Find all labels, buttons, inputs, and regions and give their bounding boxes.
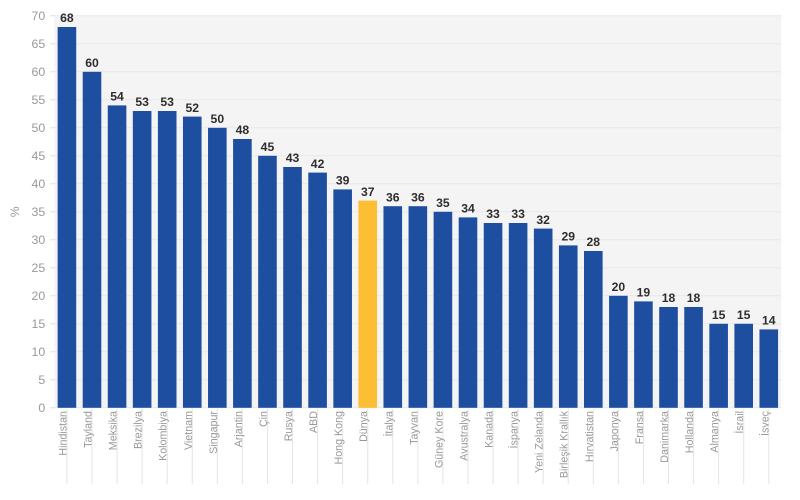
svg-text:33: 33	[511, 207, 525, 221]
svg-text:Güney Kore: Güney Kore	[433, 411, 445, 468]
svg-text:15: 15	[712, 308, 726, 322]
svg-text:İtalya: İtalya	[382, 411, 395, 437]
svg-text:18: 18	[687, 291, 701, 305]
svg-text:33: 33	[486, 207, 500, 221]
svg-text:Tayland: Tayland	[83, 411, 95, 448]
svg-text:36: 36	[411, 190, 425, 204]
svg-text:48: 48	[236, 123, 250, 137]
svg-text:Dünya: Dünya	[358, 411, 370, 442]
svg-text:Brezilya: Brezilya	[133, 411, 145, 449]
svg-text:37: 37	[361, 185, 375, 199]
svg-text:Kolombiya: Kolombiya	[158, 411, 170, 461]
svg-text:60: 60	[32, 65, 46, 79]
svg-text:Yeni Zelanda: Yeni Zelanda	[534, 411, 546, 473]
svg-text:43: 43	[286, 151, 300, 165]
svg-text:5: 5	[38, 373, 45, 387]
svg-text:35: 35	[32, 205, 46, 219]
svg-text:25: 25	[32, 261, 46, 275]
svg-text:10: 10	[32, 345, 46, 359]
svg-text:40: 40	[32, 177, 46, 191]
svg-text:İsveç: İsveç	[758, 410, 771, 436]
svg-text:42: 42	[311, 157, 325, 171]
svg-text:Arjantin: Arjantin	[233, 411, 245, 447]
svg-text:İspanya: İspanya	[508, 411, 521, 448]
svg-text:53: 53	[160, 95, 174, 109]
svg-text:28: 28	[587, 235, 601, 249]
svg-text:55: 55	[32, 93, 46, 107]
svg-text:70: 70	[32, 9, 46, 23]
svg-text:Hindistan: Hindistan	[57, 411, 69, 456]
svg-text:60: 60	[85, 56, 99, 70]
svg-text:İsrail: İsrail	[733, 411, 746, 434]
svg-text:19: 19	[637, 286, 651, 300]
svg-text:Meksika: Meksika	[108, 411, 120, 450]
svg-text:Almanya: Almanya	[709, 411, 721, 453]
svg-text:34: 34	[461, 202, 475, 216]
svg-text:32: 32	[536, 213, 550, 227]
svg-text:ABD: ABD	[308, 411, 320, 433]
svg-text:36: 36	[386, 190, 400, 204]
svg-text:45: 45	[261, 140, 275, 154]
svg-text:Japonya: Japonya	[609, 411, 621, 451]
svg-text:Vietnam: Vietnam	[183, 411, 195, 450]
svg-text:Fransa: Fransa	[634, 411, 646, 444]
svg-text:30: 30	[32, 233, 46, 247]
svg-text:Kanada: Kanada	[484, 411, 496, 448]
svg-text:Singapur: Singapur	[208, 411, 220, 454]
svg-text:53: 53	[135, 95, 149, 109]
svg-text:20: 20	[612, 280, 626, 294]
svg-text:14: 14	[762, 314, 776, 328]
svg-text:Hırvatistan: Hırvatistan	[584, 411, 596, 462]
svg-text:%: %	[8, 206, 22, 217]
svg-text:50: 50	[32, 121, 46, 135]
svg-text:Çin: Çin	[258, 411, 270, 427]
svg-text:Hong Kong: Hong Kong	[333, 411, 345, 465]
svg-text:20: 20	[32, 289, 46, 303]
svg-text:35: 35	[436, 196, 450, 210]
svg-text:65: 65	[32, 37, 46, 51]
svg-text:39: 39	[336, 174, 350, 188]
svg-text:Avustralya: Avustralya	[458, 411, 470, 461]
svg-text:50: 50	[211, 112, 225, 126]
svg-text:0: 0	[38, 401, 45, 415]
svg-text:Hollanda: Hollanda	[684, 411, 696, 453]
svg-text:18: 18	[662, 291, 676, 305]
svg-text:Danimarka: Danimarka	[659, 411, 671, 463]
svg-text:52: 52	[185, 101, 199, 115]
svg-text:Birleşik Krallık: Birleşik Krallık	[559, 410, 571, 478]
svg-text:45: 45	[32, 149, 46, 163]
svg-text:Tayvan: Tayvan	[408, 411, 420, 445]
svg-text:29: 29	[561, 230, 575, 244]
svg-text:15: 15	[737, 308, 751, 322]
svg-text:68: 68	[60, 11, 74, 25]
svg-text:Rusya: Rusya	[283, 411, 295, 441]
svg-text:54: 54	[110, 90, 124, 104]
svg-text:15: 15	[32, 317, 46, 331]
